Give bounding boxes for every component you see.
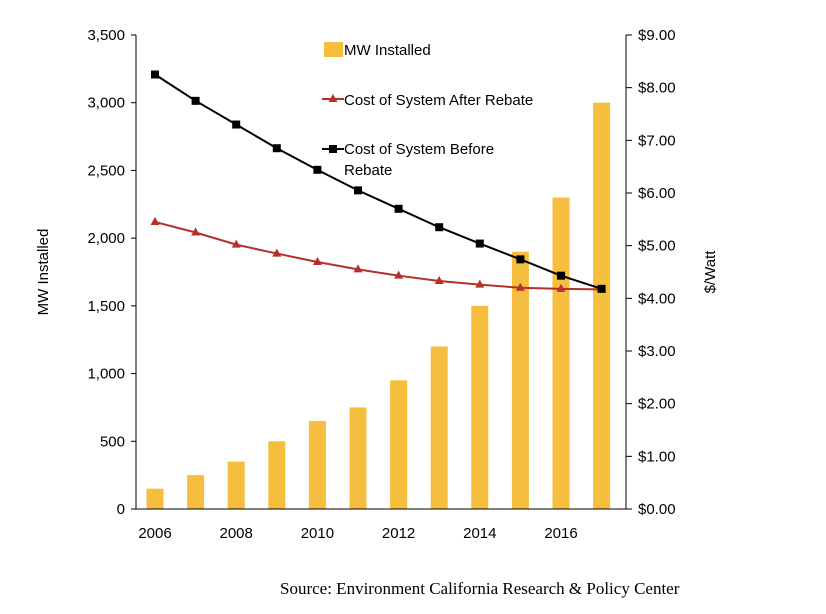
left-tick-label: 0 <box>117 501 125 518</box>
point-after-rebate-2013 <box>434 275 444 284</box>
right-tick-label: $9.00 <box>638 27 676 44</box>
point-before-rebate-2007 <box>191 96 200 105</box>
point-before-rebate-2011 <box>354 186 362 195</box>
legend-swatch-mw-installed <box>324 42 343 57</box>
point-before-rebate-2009 <box>272 144 281 153</box>
line-series-cost-before-rebate <box>151 70 606 293</box>
point-after-rebate-2011 <box>353 264 363 273</box>
point-after-rebate-2015 <box>515 282 525 291</box>
bar-mw-2006 <box>146 488 164 509</box>
line-series-cost-after-rebate <box>150 216 607 293</box>
point-after-rebate-2010 <box>312 256 322 265</box>
right-tick-label: $3.00 <box>638 343 676 360</box>
bar-mw-2007 <box>187 475 205 509</box>
source-note: Source: Environment California Research … <box>280 579 680 598</box>
legend: MW Installed Cost of System After Rebate… <box>322 42 533 179</box>
point-after-rebate-2007 <box>191 227 201 236</box>
left-tick-label: 2,000 <box>87 230 125 247</box>
point-before-rebate-2008 <box>232 120 241 129</box>
left-tick-label: 2,500 <box>87 162 125 179</box>
x-tick-label: 2008 <box>220 525 253 542</box>
point-before-rebate-2013 <box>435 223 444 232</box>
point-after-rebate-2012 <box>394 270 404 279</box>
right-tick-label: $8.00 <box>638 80 676 97</box>
right-tick-label: $5.00 <box>638 238 676 255</box>
point-before-rebate-2016 <box>557 271 565 280</box>
bar-mw-2009 <box>268 441 286 509</box>
legend-label-after-rebate: Cost of System After Rebate <box>344 92 533 109</box>
point-before-rebate-2017 <box>597 284 606 293</box>
point-before-rebate-2010 <box>313 165 322 174</box>
bar-mw-2013 <box>430 346 448 509</box>
point-before-rebate-2012 <box>394 204 403 213</box>
point-after-rebate-2006 <box>150 216 160 225</box>
bar-mw-2012 <box>390 380 408 509</box>
left-tick-label: 1,000 <box>87 366 125 383</box>
line-before-rebate <box>154 73 602 290</box>
right-tick-label: $6.00 <box>638 185 676 202</box>
right-tick-label: $2.00 <box>638 396 676 413</box>
left-tick-label: 3,500 <box>87 27 125 44</box>
x-tick-label: 2012 <box>382 525 415 542</box>
chart-axes <box>135 35 627 510</box>
legend-marker-after-rebate <box>328 94 338 102</box>
bar-mw-2011 <box>349 407 367 509</box>
point-after-rebate-2014 <box>475 279 485 288</box>
line-after-rebate <box>154 220 602 291</box>
bar-mw-2016 <box>552 197 570 509</box>
right-axis-title: $/Watt <box>702 250 719 294</box>
right-tick-label: $1.00 <box>638 448 676 465</box>
bar-mw-2017 <box>593 102 611 509</box>
left-tick-label: 500 <box>100 433 125 450</box>
right-axis-ticks: $0.00 $1.00 $2.00 $3.00 $4.00 $5.00 $6.00 $7.00… <box>626 27 676 518</box>
x-tick-label: 2010 <box>301 525 334 542</box>
right-tick-label: $0.00 <box>638 501 676 518</box>
bar-mw-2014 <box>471 305 489 509</box>
bar-mw-2008 <box>227 461 245 509</box>
right-tick-label: $4.00 <box>638 290 676 307</box>
right-tick-label: $7.00 <box>638 132 676 149</box>
left-axis-ticks: 0 500 1,000 1,500 2,000 2,500 3,000 3,500 <box>87 27 136 518</box>
bar-mw-2015 <box>511 251 529 509</box>
bar-mw-2010 <box>308 420 326 509</box>
point-before-rebate-2015 <box>516 255 525 264</box>
left-axis-title: MW Installed <box>35 229 52 316</box>
legend-label-before-rebate-line2: Rebate <box>344 162 392 179</box>
point-before-rebate-2006 <box>151 70 159 79</box>
legend-label-before-rebate-line1: Cost of System Before <box>344 141 494 158</box>
point-after-rebate-2008 <box>231 239 241 248</box>
legend-marker-before-rebate <box>329 145 337 153</box>
x-tick-label: 2016 <box>544 525 577 542</box>
point-after-rebate-2016 <box>556 283 566 292</box>
legend-label-mw-installed: MW Installed <box>344 42 431 59</box>
point-after-rebate-2009 <box>272 248 282 257</box>
left-tick-label: 1,500 <box>87 298 125 315</box>
x-tick-label: 2006 <box>138 525 171 542</box>
point-before-rebate-2014 <box>475 239 484 248</box>
left-tick-label: 3,000 <box>87 95 125 112</box>
x-tick-label: 2014 <box>463 525 496 542</box>
bar-series-mw-installed <box>146 102 611 509</box>
x-axis-ticks: 2006 2008 2010 2012 2014 2016 <box>138 525 577 542</box>
